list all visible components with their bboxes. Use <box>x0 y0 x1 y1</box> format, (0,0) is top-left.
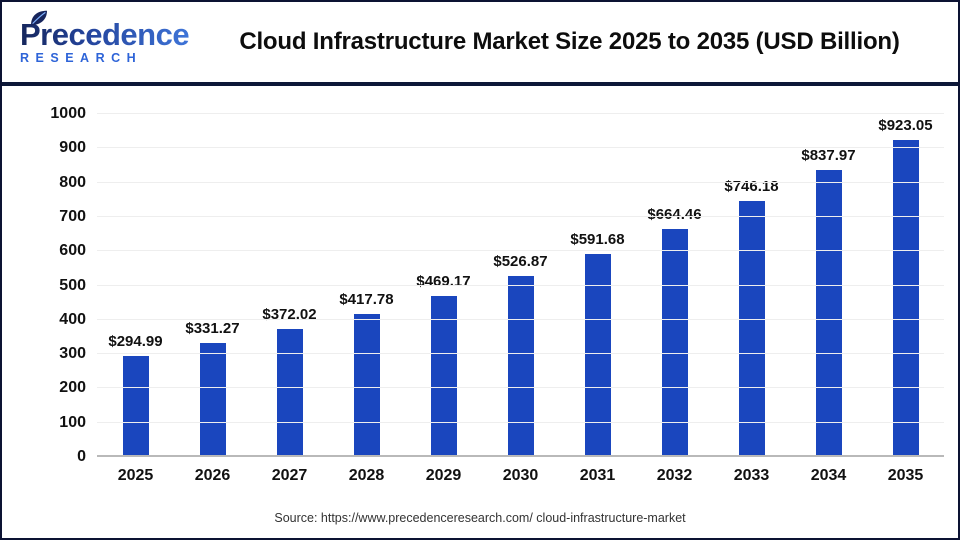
bar-value-label: $417.78 <box>339 290 394 308</box>
source-line: Source: https://www.precedenceresearch.c… <box>274 511 686 525</box>
leaf-icon <box>31 10 47 26</box>
bar-group-2028: $417.78 <box>328 114 405 457</box>
y-axis: 0 100 200 300 400 500 600 700 800 900 1000 <box>2 105 86 465</box>
bar <box>892 140 919 457</box>
bar-group-2035: $923.05 <box>867 114 944 457</box>
gridline <box>97 215 944 217</box>
bar <box>353 313 380 457</box>
y-tick-label: 600 <box>59 242 86 260</box>
bar-value-label: $294.99 <box>108 332 163 350</box>
bar <box>584 254 611 457</box>
bar <box>738 201 765 457</box>
bar <box>199 343 226 457</box>
y-tick-label: 0 <box>77 448 86 465</box>
y-tick-label: 900 <box>59 139 86 157</box>
x-tick-label: 2032 <box>656 467 693 484</box>
x-axis: 2025 2026 2027 2028 2029 2030 2031 2032 2033 2034… <box>97 467 944 485</box>
x-axis-baseline <box>97 455 944 457</box>
logo-wordmark: Precedence <box>20 17 190 52</box>
gridline <box>97 353 944 355</box>
bar-group-2032: $664.46 <box>636 114 713 457</box>
x-tick-label: 2027 <box>271 467 308 484</box>
gridline <box>97 421 944 423</box>
gridline <box>97 181 944 183</box>
logo-wordmark-row: Precedence <box>20 10 195 52</box>
x-tick-label: 2034 <box>810 467 847 484</box>
y-tick-label: 300 <box>59 345 86 363</box>
x-tick-label: 2035 <box>887 467 924 484</box>
bar-group-2029: $469.17 <box>405 114 482 457</box>
bar-value-label: $837.97 <box>801 146 856 164</box>
y-tick-label: 200 <box>59 379 86 397</box>
x-tick-label: 2031 <box>579 467 616 484</box>
chart-title: Cloud Infrastructure Market Size 2025 to… <box>239 28 900 55</box>
bar-value-label: $526.87 <box>493 253 548 271</box>
bar <box>430 296 457 457</box>
x-tick-label: 2025 <box>117 467 154 484</box>
x-tick-label: 2030 <box>502 467 539 484</box>
y-tick-label: 500 <box>59 276 86 294</box>
y-tick-label: 1000 <box>50 105 86 122</box>
bar-group-2027: $372.02 <box>251 114 328 457</box>
y-tick-label: 700 <box>59 207 86 225</box>
bars-container: $294.99 $331.27 $372.02 $417.78 $469.17 $526.… <box>97 114 944 457</box>
y-tick-label: 800 <box>59 173 86 191</box>
plot-area: $294.99 $331.27 $372.02 $417.78 $469.17 $526.… <box>97 113 944 457</box>
gridline <box>97 387 944 389</box>
bar-value-label: $664.46 <box>647 206 702 224</box>
x-tick-label: 2028 <box>348 467 385 484</box>
logo-subtitle: RESEARCH <box>20 51 143 65</box>
bar-group-2025: $294.99 <box>97 114 174 457</box>
bar <box>122 355 149 457</box>
precedence-research-logo: Precedence RESEARCH <box>20 10 195 65</box>
bar-value-label: $746.18 <box>724 178 779 196</box>
header-divider <box>2 82 958 86</box>
bar-chart: 0 100 200 300 400 500 600 700 800 900 1000 $294.99… <box>2 86 958 536</box>
bar-group-2030: $526.87 <box>482 114 559 457</box>
bar <box>815 169 842 457</box>
bar <box>507 276 534 457</box>
y-tick-label: 100 <box>59 413 86 431</box>
bar-value-label: $469.17 <box>416 273 471 291</box>
x-tick-label: 2029 <box>425 467 462 484</box>
gridline <box>97 284 944 286</box>
y-tick-label: 400 <box>59 310 86 328</box>
gridline <box>97 318 944 320</box>
x-tick-label: 2026 <box>194 467 231 484</box>
bar-group-2026: $331.27 <box>174 114 251 457</box>
bar-group-2033: $746.18 <box>713 114 790 457</box>
title-wrap: Cloud Infrastructure Market Size 2025 to… <box>195 28 944 56</box>
gridline <box>97 147 944 149</box>
gridline <box>97 250 944 252</box>
bar <box>276 329 303 457</box>
header: Precedence RESEARCH Cloud Infrastructure… <box>2 2 958 82</box>
gridline <box>97 113 944 114</box>
bar-value-label: $923.05 <box>878 117 933 135</box>
bar-value-label: $331.27 <box>185 320 240 338</box>
bar-group-2031: $591.68 <box>559 114 636 457</box>
bar-group-2034: $837.97 <box>790 114 867 457</box>
bar-value-label: $591.68 <box>570 231 625 249</box>
bar-value-label: $372.02 <box>262 306 317 324</box>
bar <box>661 229 688 457</box>
x-tick-label: 2033 <box>733 467 770 484</box>
